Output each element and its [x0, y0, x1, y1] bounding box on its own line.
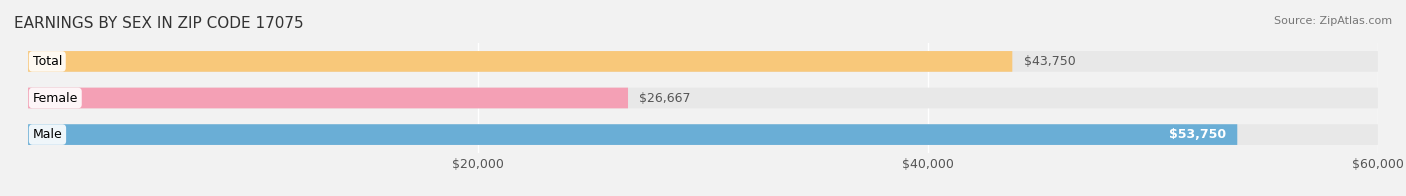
- FancyBboxPatch shape: [28, 88, 628, 108]
- FancyBboxPatch shape: [28, 124, 1378, 145]
- Text: $26,667: $26,667: [640, 92, 690, 104]
- Text: Source: ZipAtlas.com: Source: ZipAtlas.com: [1274, 16, 1392, 26]
- Text: Female: Female: [32, 92, 77, 104]
- FancyBboxPatch shape: [28, 88, 1378, 108]
- FancyBboxPatch shape: [28, 51, 1012, 72]
- Text: EARNINGS BY SEX IN ZIP CODE 17075: EARNINGS BY SEX IN ZIP CODE 17075: [14, 16, 304, 31]
- Text: $53,750: $53,750: [1168, 128, 1226, 141]
- Text: Male: Male: [32, 128, 62, 141]
- FancyBboxPatch shape: [28, 51, 1378, 72]
- Text: $43,750: $43,750: [1024, 55, 1076, 68]
- FancyBboxPatch shape: [28, 124, 1237, 145]
- Text: Total: Total: [32, 55, 62, 68]
